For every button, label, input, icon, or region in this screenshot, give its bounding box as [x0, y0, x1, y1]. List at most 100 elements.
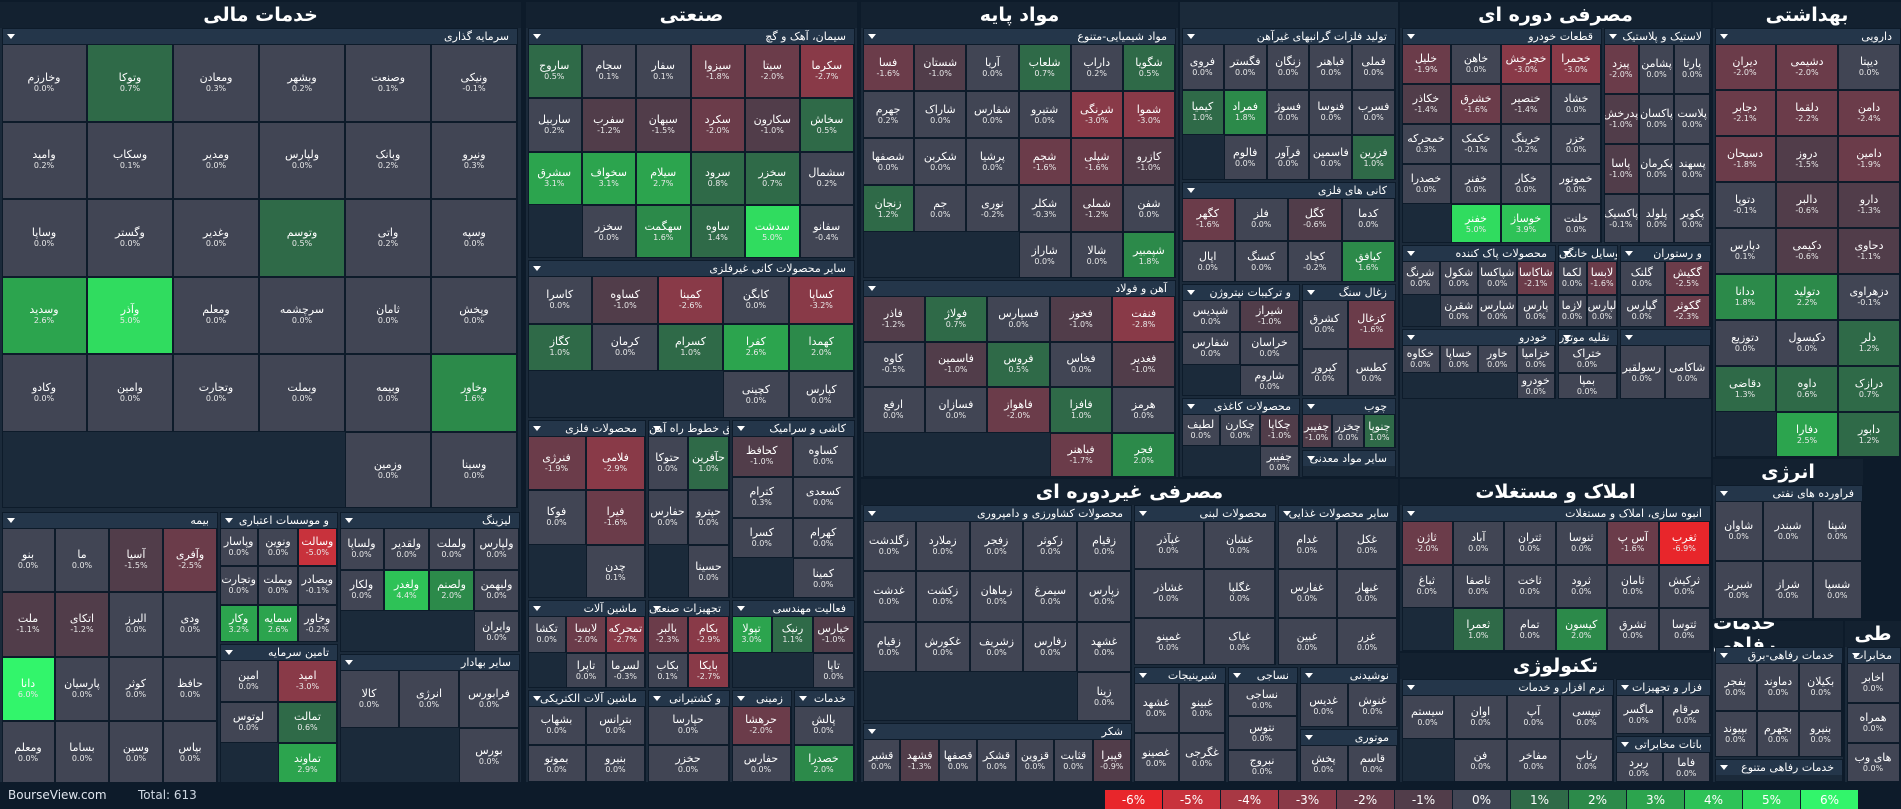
stock-tile[interactable]: خنصیر -1.4%: [1501, 84, 1551, 124]
stock-tile[interactable]: لازما 0.0%: [1559, 294, 1587, 326]
stock-tile[interactable]: وگستر 0.0%: [87, 199, 173, 277]
stock-tile[interactable]: وصنعت 0.1%: [345, 44, 431, 122]
stock-tile[interactable]: بکاب 0.1%: [649, 652, 688, 687]
stock-tile[interactable]: سدشت 5.0%: [745, 205, 800, 257]
stock-tile[interactable]: درازک 0.7%: [1838, 366, 1900, 412]
group-title[interactable]: کاشی و سرامیک: [733, 421, 854, 436]
stock-tile[interactable]: گکیش -2.5%: [1664, 261, 1710, 295]
stock-tile[interactable]: حفارس 0.0%: [649, 490, 688, 545]
stock-tile[interactable]: ثتوسا 0.0%: [1658, 608, 1710, 650]
stock-tile[interactable]: پکویر 0.0%: [1674, 194, 1710, 242]
group-title[interactable]: فراورده های نفتی: [1716, 486, 1862, 501]
stock-tile[interactable]: فنفت -2.8%: [1112, 296, 1175, 342]
stock-tile[interactable]: دفارا 2.5%: [1776, 412, 1838, 456]
stock-tile[interactable]: وپخش 0.0%: [431, 276, 517, 354]
stock-tile[interactable]: شگویا 0.5%: [1122, 44, 1175, 91]
stock-tile[interactable]: ثامان 0.0%: [1607, 564, 1659, 609]
stock-tile[interactable]: سشرق 3.1%: [529, 151, 582, 206]
stock-tile[interactable]: دیپتا 0.0%: [1838, 44, 1900, 90]
stock-tile[interactable]: فاهواز -2.0%: [987, 387, 1050, 433]
stock-tile[interactable]: خفنر 5.0%: [1451, 204, 1501, 242]
stock-tile[interactable]: پلولد 0.0%: [1638, 194, 1675, 242]
stock-tile[interactable]: زملارد 0.0%: [915, 521, 970, 572]
stock-tile[interactable]: زشریف 0.0%: [969, 621, 1024, 672]
stock-tile[interactable]: اخابر 0.0%: [1848, 663, 1900, 703]
stock-tile[interactable]: ومعادن 0.3%: [173, 44, 259, 122]
stock-tile[interactable]: خاور 0.0%: [1478, 345, 1517, 373]
stock-tile[interactable]: شراز 0.0%: [1763, 560, 1813, 618]
group-title[interactable]: [1621, 330, 1710, 345]
stock-tile[interactable]: رسولقیر 0.0%: [1621, 345, 1665, 398]
stock-tile[interactable]: شاکامی 0.0%: [1664, 345, 1710, 398]
stock-tile[interactable]: قصفها 0.0%: [938, 739, 978, 781]
stock-tile[interactable]: خصدرا 2.0%: [795, 744, 854, 781]
stock-tile[interactable]: شپاکسا 0.0%: [1478, 261, 1517, 295]
stock-tile[interactable]: اتکای -1.2%: [55, 592, 109, 657]
sector-title[interactable]: خدمات رفاهی: [1713, 621, 1843, 656]
stock-tile[interactable]: فمراد 1.8%: [1223, 89, 1267, 136]
stock-tile[interactable]: حخزر 0.0%: [649, 744, 729, 781]
stock-tile[interactable]: وکار 3.2%: [221, 604, 259, 641]
stock-tile[interactable]: لکما 0.0%: [1559, 261, 1587, 295]
stock-tile[interactable]: های وب 0.0%: [1848, 743, 1900, 781]
stock-tile[interactable]: کگل -0.6%: [1288, 198, 1342, 241]
stock-tile[interactable]: سخزر 0.7%: [745, 151, 800, 206]
stock-tile[interactable]: زکوثر 0.0%: [1023, 521, 1078, 572]
stock-tile[interactable]: شسپا 0.0%: [1812, 560, 1862, 618]
stock-tile[interactable]: دکپسول 0.0%: [1776, 320, 1838, 366]
stock-tile[interactable]: خشرق -1.6%: [1451, 84, 1501, 124]
stock-tile[interactable]: ولپارس 0.0%: [474, 528, 519, 570]
stock-tile[interactable]: حرهشا -2.0%: [733, 706, 791, 745]
sector-title[interactable]: مواد پایه: [861, 2, 1178, 28]
stock-tile[interactable]: شبندر 0.0%: [1763, 501, 1813, 561]
stock-tile[interactable]: وخاور 1.6%: [431, 354, 517, 432]
stock-tile[interactable]: زماهان 0.0%: [969, 571, 1024, 622]
stock-tile[interactable]: ولقدیر 0.0%: [384, 528, 429, 570]
stock-tile[interactable]: غدشت 0.0%: [864, 571, 916, 622]
stock-tile[interactable]: فسازان 0.0%: [924, 387, 988, 433]
stock-tile[interactable]: داوه 0.6%: [1776, 366, 1838, 412]
stock-tile[interactable]: نتوس 0.0%: [1229, 716, 1297, 750]
stock-tile[interactable]: گپارس 0.0%: [1621, 294, 1665, 326]
group-title[interactable]: محصولات کاغذی: [1183, 399, 1299, 414]
stock-tile[interactable]: بشهاب 0.0%: [529, 706, 586, 745]
stock-tile[interactable]: شفارس 0.0%: [966, 91, 1019, 138]
stock-tile[interactable]: دیران -2.0%: [1716, 44, 1776, 90]
stock-tile[interactable]: فنوسا 0.0%: [1309, 89, 1353, 136]
stock-tile[interactable]: دقاضی 1.3%: [1716, 366, 1776, 412]
stock-tile[interactable]: شپلی -1.6%: [1070, 138, 1123, 185]
stock-tile[interactable]: آسیا -1.5%: [109, 528, 163, 593]
stock-tile[interactable]: پکرمان 0.0%: [1638, 144, 1675, 194]
stock-tile[interactable]: نبروج 0.0%: [1229, 749, 1297, 781]
stock-tile[interactable]: مفاخر 0.0%: [1507, 739, 1560, 781]
group-title[interactable]: کانی های فلزی: [1183, 183, 1395, 198]
stock-tile[interactable]: غکل 0.0%: [1337, 521, 1397, 570]
stock-tile[interactable]: زقیام 0.0%: [1077, 521, 1131, 572]
group-title[interactable]: و موسسات اعتباری: [221, 513, 337, 528]
stock-tile[interactable]: کساوه -1.0%: [592, 276, 658, 324]
stock-tile[interactable]: وپاسار 0.0%: [221, 528, 259, 567]
stock-tile[interactable]: خکاوه 0.0%: [1403, 345, 1440, 373]
stock-tile[interactable]: ولساپا 0.0%: [341, 528, 384, 570]
stock-tile[interactable]: فاذر -1.2%: [864, 296, 925, 342]
group-title[interactable]: لاستیک و پلاستیک: [1605, 29, 1710, 44]
brand-label[interactable]: BourseView.com: [8, 788, 107, 802]
stock-tile[interactable]: کمینا -2.6%: [657, 276, 724, 324]
stock-tile[interactable]: جم 0.0%: [914, 185, 967, 232]
stock-tile[interactable]: غنوش 0.0%: [1348, 683, 1397, 726]
stock-tile[interactable]: غگلپا 0.0%: [1204, 569, 1275, 618]
sector-title[interactable]: مصرفی دوره ای: [1400, 2, 1711, 28]
stock-tile[interactable]: غصینو 0.0%: [1135, 733, 1179, 781]
stock-tile[interactable]: زکشت 0.0%: [915, 571, 970, 622]
stock-tile[interactable]: سیستم 0.0%: [1403, 695, 1454, 739]
group-title[interactable]: خدمات: [795, 691, 854, 706]
stock-tile[interactable]: ولبهمن 0.0%: [474, 569, 519, 612]
stock-tile[interactable]: دتوپا -0.1%: [1716, 182, 1776, 228]
stock-tile[interactable]: پاسا -1.0%: [1605, 144, 1639, 194]
stock-tile[interactable]: قاسم 0.0%: [1348, 745, 1397, 781]
stock-tile[interactable]: ثاصفا 0.0%: [1452, 564, 1504, 609]
stock-tile[interactable]: آپ 0.0%: [1507, 695, 1560, 739]
stock-tile[interactable]: سرچشمه 0.0%: [259, 276, 345, 354]
stock-tile[interactable]: سفرب -1.2%: [581, 97, 636, 152]
stock-tile[interactable]: اپال 0.0%: [1183, 240, 1235, 281]
